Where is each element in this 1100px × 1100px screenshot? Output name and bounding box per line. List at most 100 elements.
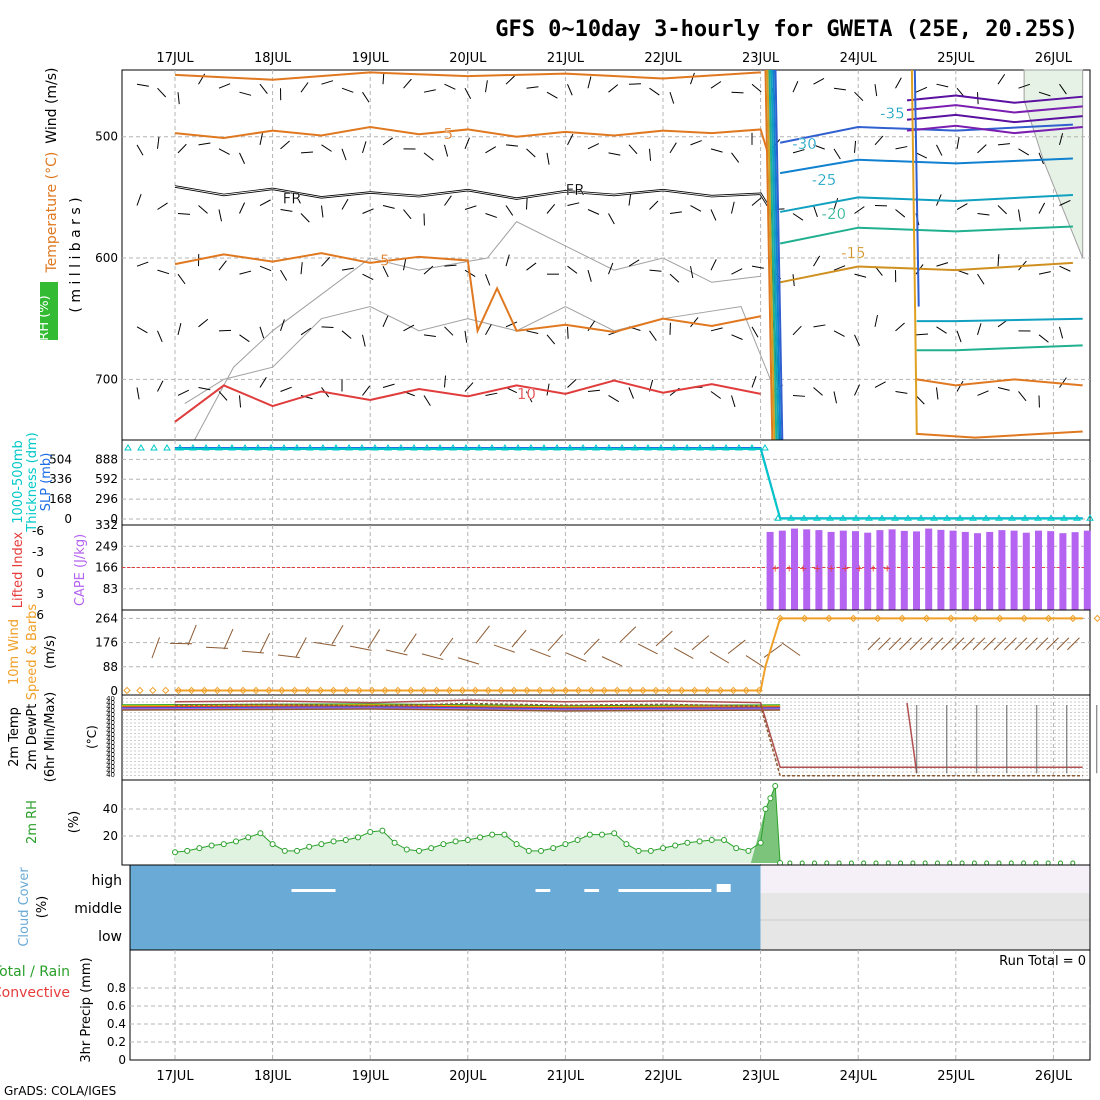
wind-speed-marker — [394, 686, 402, 695]
wind-barb — [223, 628, 234, 650]
wind-barb — [1004, 637, 1017, 651]
temp-tick-label: 40 — [106, 771, 115, 779]
wind-barb — [833, 391, 837, 404]
wind-speed-marker — [1020, 614, 1028, 623]
wind-barb — [136, 387, 140, 400]
wind-barb — [198, 205, 208, 214]
wind-barb — [505, 254, 510, 267]
thickness-marker — [670, 444, 678, 451]
cloud-gap — [535, 889, 551, 892]
wind-barb — [690, 317, 699, 328]
wind-barb — [277, 654, 300, 659]
temp-tick-label: 40 — [106, 739, 115, 747]
wind-speed-marker — [316, 686, 325, 695]
thickness-marker — [982, 514, 990, 521]
wind-barb — [403, 324, 415, 332]
thickness-marker — [384, 444, 392, 451]
wind-barb — [731, 152, 740, 163]
thickness-marker — [124, 444, 132, 451]
wind-barb — [895, 390, 908, 394]
panel-frame — [121, 439, 1091, 526]
wind-barb — [567, 378, 577, 388]
y-tick-label: 700 — [95, 372, 118, 386]
wind-barb — [177, 92, 180, 105]
cape-bar — [925, 528, 933, 610]
precip-tick-label: 0 — [118, 1053, 126, 1067]
wind-barb — [300, 327, 312, 336]
rh-point — [971, 860, 977, 866]
rh-point — [281, 847, 288, 854]
wind-barb — [136, 326, 148, 334]
thickness-marker — [1047, 514, 1055, 521]
wind-barb — [341, 330, 352, 339]
rh-point — [623, 841, 630, 848]
wind-barb — [669, 142, 677, 154]
wind-barb — [745, 655, 765, 668]
top-date-label: 24JUL — [840, 51, 878, 66]
wind-barb — [136, 261, 149, 267]
wind-barb — [485, 392, 498, 396]
top-date-label: 18JUL — [254, 51, 292, 66]
wind-barb — [187, 624, 197, 646]
wind-barb — [854, 91, 864, 102]
rh-point — [318, 841, 325, 848]
millibars-label: ( m i l l i b a r s ) — [68, 197, 84, 312]
wind-barb — [909, 637, 923, 651]
wind-barb — [690, 140, 702, 146]
wind-barb — [300, 213, 310, 223]
wind-barb — [874, 314, 878, 327]
rh-point — [898, 860, 904, 866]
wind-barb — [854, 334, 861, 346]
wind-barb — [1038, 152, 1044, 165]
cloud-level-label: high — [91, 873, 122, 889]
wind-barb — [751, 197, 762, 206]
bottom-date-label: 22JUL — [644, 1069, 682, 1084]
wind-barb — [1038, 202, 1046, 214]
wind-barb — [362, 141, 367, 153]
li-tick-label: -6 — [32, 524, 44, 538]
bottom-date-axis: 17JUL 18JUL 19JUL 20JUL 21JUL 22JUL 23JUL 24JUL… — [156, 1069, 1072, 1084]
cape-bar — [852, 531, 859, 610]
wind-barb — [280, 269, 288, 281]
wind-ylabel: 10m Wind — [7, 619, 22, 685]
wind-barb — [977, 213, 990, 216]
wind-barb — [977, 273, 985, 285]
wind-barb — [997, 143, 1010, 146]
thickness-marker — [319, 444, 327, 451]
wind-speed-marker — [523, 686, 531, 695]
thickness-marker — [605, 444, 613, 451]
temp-tick-label: 40 — [106, 723, 115, 731]
rh-point — [611, 830, 618, 837]
slp-ylabel: 1000-500mb — [11, 440, 26, 524]
temp-units: (°C) — [85, 725, 99, 749]
wind-barb — [177, 273, 186, 285]
rh-point — [635, 847, 642, 854]
rh-ylabel: (%) — [67, 811, 82, 834]
wind-barb — [792, 149, 805, 154]
ylabel-part: Temperature (°C) — [44, 152, 60, 274]
wind-barb — [464, 382, 474, 392]
wind-barb — [362, 91, 370, 103]
temperature-contour — [916, 344, 1083, 352]
rh-point — [947, 860, 953, 866]
thickness-marker — [228, 444, 236, 451]
wind-barb — [218, 260, 227, 271]
thickness-tick-label: 0 — [64, 512, 72, 526]
wind-barb — [546, 203, 556, 214]
wind-barb — [792, 325, 802, 336]
thickness-tick-label: 168 — [49, 492, 72, 506]
wind-barb — [529, 648, 551, 658]
slp-tick-label: 888 — [95, 452, 118, 466]
wind-speed-line — [175, 617, 1083, 692]
temp-tick-label: 40 — [106, 731, 115, 739]
wind-speed-marker — [898, 614, 906, 623]
temp-line — [174, 699, 1083, 768]
wind-speed-marker — [161, 686, 170, 695]
upper-contour — [906, 113, 1083, 124]
thickness-marker — [176, 444, 184, 451]
precip-tick-label: 0.4 — [107, 1017, 126, 1031]
li-marker: + — [785, 564, 793, 575]
wind-barb — [972, 637, 986, 651]
wind-barb — [977, 144, 987, 154]
